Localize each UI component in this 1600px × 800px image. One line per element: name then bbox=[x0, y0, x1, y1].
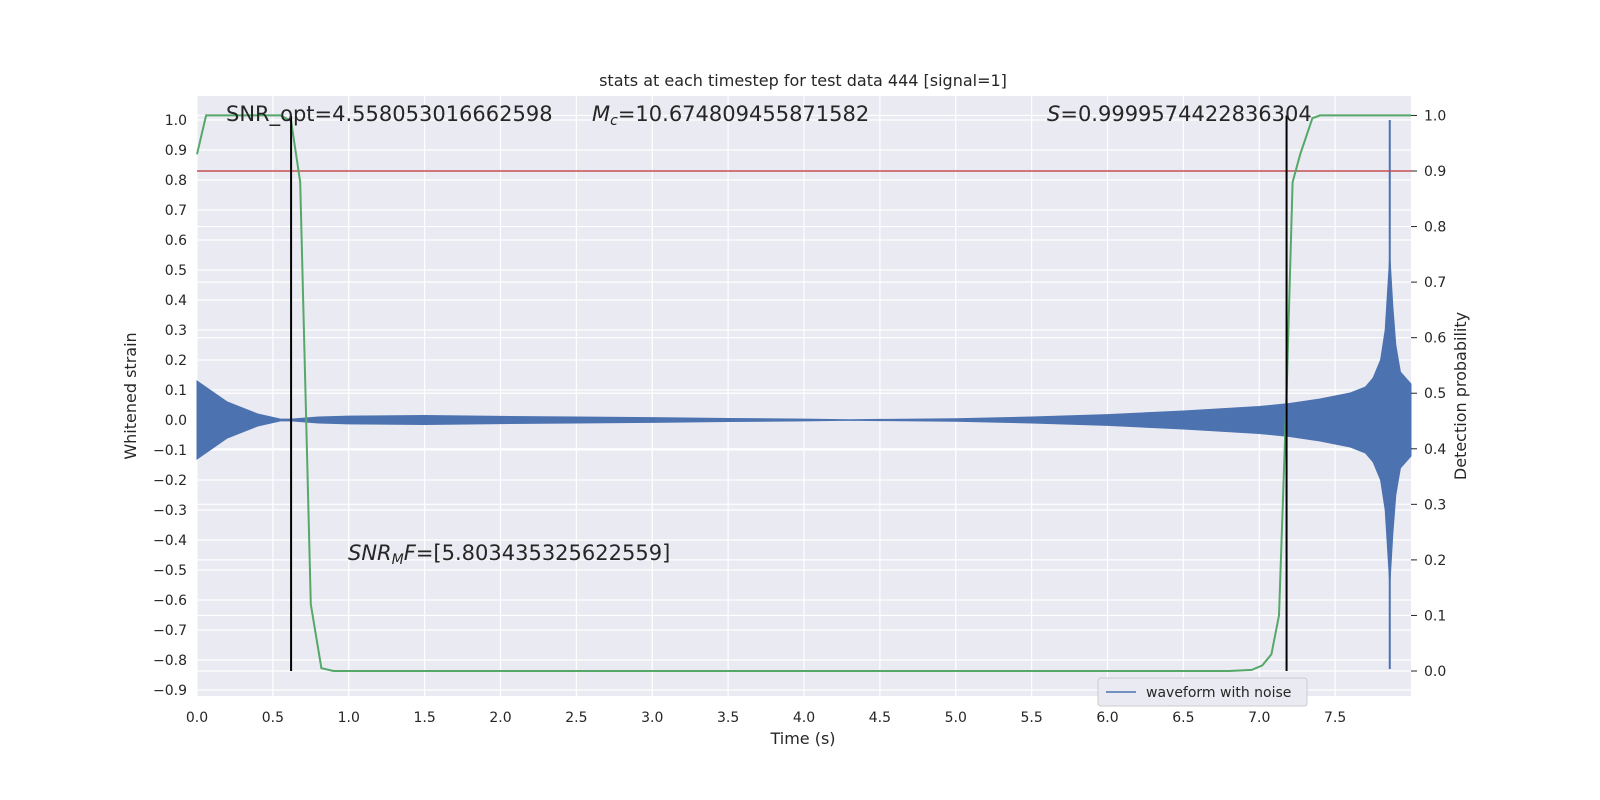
y-tick-label: 0.6 bbox=[165, 233, 187, 249]
snrmf-value: =[5.803435325622559] bbox=[416, 541, 670, 565]
x-tick-label: 0.0 bbox=[186, 710, 208, 726]
y-tick-label: −0.8 bbox=[153, 653, 187, 669]
x-tick-label: 2.5 bbox=[565, 710, 587, 726]
snrmf-suffix: F bbox=[404, 541, 417, 565]
x-tick-label: 4.5 bbox=[869, 710, 891, 726]
mc-symbol: M bbox=[592, 102, 610, 126]
y-tick-label: 0.1 bbox=[165, 383, 187, 399]
y-tick-label: 0.9 bbox=[165, 143, 187, 159]
y-tick-label: −0.1 bbox=[153, 443, 187, 459]
y2-tick-label: 0.5 bbox=[1424, 386, 1446, 402]
snrmf-prefix: SNR bbox=[348, 541, 392, 565]
annotation-s: S=0.9999574422836304 bbox=[1047, 102, 1312, 126]
x-tick-labels: 0.0 0.5 1.0 1.5 2.0 2.5 3.0 3.5 4.0 4.5 5.0 5.5 6.0 6… bbox=[186, 710, 1346, 726]
y-tick-label: 0.4 bbox=[165, 293, 187, 309]
y2-tick-labels: 1.0 0.9 0.8 0.7 0.6 0.5 0.4 0.3 0.2 0.1 0.0 bbox=[1411, 108, 1446, 680]
y-tick-label: −0.3 bbox=[153, 503, 187, 519]
annotation-snr-mf: SNRMF=[5.803435325622559] bbox=[348, 541, 670, 568]
y-tick-label: −0.7 bbox=[153, 623, 187, 639]
s-value: =0.9999574422836304 bbox=[1060, 102, 1311, 126]
annotation-chirp-mass: Mc=10.674809455871582 bbox=[592, 102, 869, 129]
y2-tick-label: 0.4 bbox=[1424, 442, 1446, 458]
x-tick-label: 5.0 bbox=[945, 710, 967, 726]
y-tick-label: 0.0 bbox=[165, 413, 187, 429]
y-tick-label: 0.2 bbox=[165, 353, 187, 369]
x-tick-label: 5.5 bbox=[1020, 710, 1042, 726]
y-tick-label: −0.6 bbox=[153, 593, 187, 609]
y2-axis-label: Detection probability bbox=[1451, 312, 1470, 480]
y-tick-label: −0.2 bbox=[153, 473, 187, 489]
waveform-series bbox=[196, 120, 1412, 669]
x-tick-label: 6.5 bbox=[1172, 710, 1194, 726]
legend: waveform with noise bbox=[1097, 677, 1308, 707]
y2-tick-label: 0.0 bbox=[1424, 664, 1446, 680]
y-tick-label: 0.5 bbox=[165, 263, 187, 279]
annotation-snr-opt: SNR_opt=4.558053016662598 bbox=[226, 102, 553, 127]
x-tick-label: 1.5 bbox=[413, 710, 435, 726]
y2-tick-label: 0.3 bbox=[1424, 497, 1446, 513]
x-tick-label: 0.5 bbox=[262, 710, 284, 726]
mc-subscript: c bbox=[610, 113, 618, 129]
mc-value: =10.674809455871582 bbox=[618, 102, 869, 126]
y-tick-label: −0.4 bbox=[153, 533, 187, 549]
y-tick-label: 0.8 bbox=[165, 173, 187, 189]
y2-tick-label: 0.9 bbox=[1424, 164, 1446, 180]
x-axis-label: Time (s) bbox=[769, 729, 835, 748]
y2-tick-label: 0.6 bbox=[1424, 331, 1446, 347]
y2-tick-label: 0.8 bbox=[1424, 220, 1446, 236]
y2-tick-label: 0.2 bbox=[1424, 553, 1446, 569]
y-tick-label: 1.0 bbox=[165, 113, 187, 129]
legend-label-waveform: waveform with noise bbox=[1146, 685, 1291, 701]
x-tick-label: 3.0 bbox=[641, 710, 663, 726]
y-tick-label: 0.3 bbox=[165, 323, 187, 339]
y-tick-label: −0.9 bbox=[153, 683, 187, 699]
s-symbol: S bbox=[1047, 102, 1060, 126]
legend-box bbox=[1097, 677, 1308, 707]
y2-tick-label: 0.1 bbox=[1424, 608, 1446, 624]
x-tick-label: 3.5 bbox=[717, 710, 739, 726]
x-tick-label: 7.0 bbox=[1248, 710, 1270, 726]
y2-tick-label: 1.0 bbox=[1424, 108, 1446, 124]
x-tick-label: 7.5 bbox=[1324, 710, 1346, 726]
y-tick-label: 0.7 bbox=[165, 203, 187, 219]
detection-probability-series bbox=[196, 114, 1411, 672]
vertical-marker-lines bbox=[290, 115, 1288, 671]
x-tick-label: 2.0 bbox=[489, 710, 511, 726]
y-tick-labels: 1.0 0.9 0.8 0.7 0.6 0.5 0.4 0.3 0.2 0.1 0.0 −0.1 −0.… bbox=[153, 113, 187, 699]
y-axis-label: Whitened strain bbox=[121, 332, 140, 459]
x-tick-label: 1.0 bbox=[338, 710, 360, 726]
detection-probability-line bbox=[196, 114, 1411, 672]
x-tick-label: 6.0 bbox=[1096, 710, 1118, 726]
x-tick-label: 4.0 bbox=[793, 710, 815, 726]
snrmf-subscript: M bbox=[392, 552, 404, 568]
y-tick-label: −0.5 bbox=[153, 563, 187, 579]
waveform-envelope bbox=[196, 254, 1412, 586]
y2-tick-label: 0.7 bbox=[1424, 275, 1446, 291]
chart-title: stats at each timestep for test data 444… bbox=[599, 71, 1007, 90]
